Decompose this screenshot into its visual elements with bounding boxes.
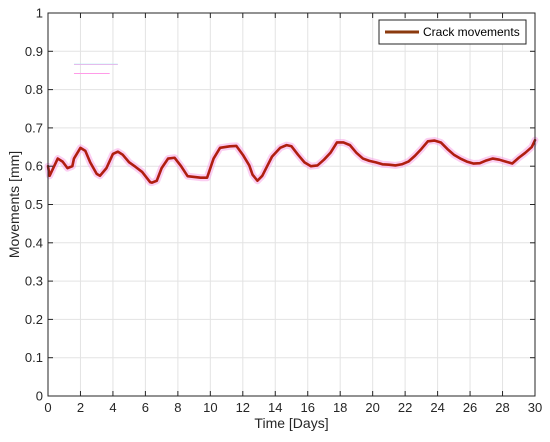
y-tick-label-3: 0.3 [25, 274, 43, 289]
y-tick-label-4: 0.4 [25, 235, 43, 250]
x-tick-label-10: 20 [365, 400, 379, 415]
x-tick-label-6: 12 [236, 400, 250, 415]
tick-labels: 0 2 4 6 8 10 12 14 16 18 20 22 24 26 28 3000.10.20.30.4… [25, 6, 542, 416]
x-tick-label-8: 16 [300, 400, 314, 415]
x-tick-label-3: 6 [142, 400, 149, 415]
x-tick-label-7: 14 [268, 400, 282, 415]
x-tick-label-12: 24 [430, 400, 444, 415]
y-tick-label-2: 0.2 [25, 312, 43, 327]
y-tick-label-5: 0.5 [25, 197, 43, 212]
axes [47, 12, 536, 397]
y-tick-label-10: 1 [36, 6, 43, 21]
legend-label: Crack movements [423, 25, 520, 39]
legend: Crack movements [378, 19, 527, 45]
faint-marks [73, 63, 118, 75]
x-axis-label: Time [Days] [254, 415, 328, 431]
x-tick-label-1: 2 [77, 400, 84, 415]
x-tick-label-11: 22 [398, 400, 412, 415]
y-tick-label-1: 0.1 [25, 350, 43, 365]
y-tick-label-6: 0.6 [25, 159, 43, 174]
x-tick-label-15: 30 [528, 400, 542, 415]
y-axis-label: Movements [mm] [6, 151, 22, 258]
x-tick-label-14: 28 [495, 400, 509, 415]
x-tick-label-5: 10 [203, 400, 217, 415]
y-tick-label-0: 0 [36, 389, 43, 404]
series-layer [44, 136, 539, 187]
x-tick-label-9: 18 [333, 400, 347, 415]
x-tick-label-0: 0 [44, 400, 51, 415]
x-tick-label-2: 4 [109, 400, 116, 415]
x-tick-label-4: 8 [174, 400, 181, 415]
y-tick-label-9: 0.9 [25, 44, 43, 59]
y-tick-label-8: 0.8 [25, 82, 43, 97]
series-line-0 [46, 138, 537, 184]
y-tick-label-7: 0.7 [25, 120, 43, 135]
x-tick-label-13: 26 [463, 400, 477, 415]
